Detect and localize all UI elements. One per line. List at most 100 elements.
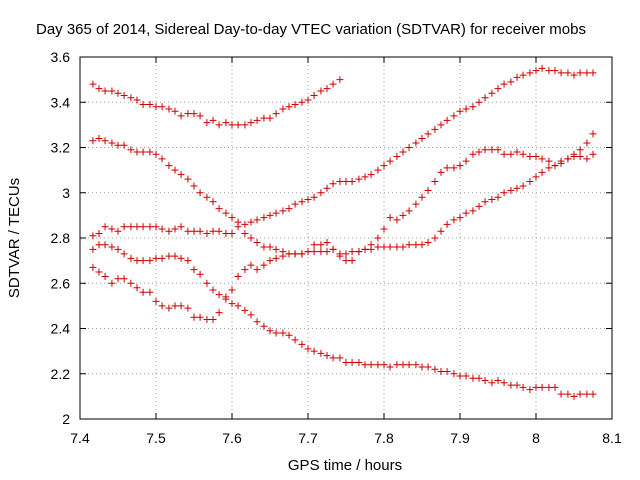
x-tick-label: 7.8 [374, 430, 394, 446]
data-point [386, 363, 394, 371]
data-point [158, 302, 166, 310]
data-point [355, 248, 363, 256]
data-point [101, 87, 109, 95]
data-point [133, 223, 141, 231]
data-point [171, 302, 179, 310]
data-point [253, 239, 261, 247]
data-point [355, 358, 363, 366]
data-point [437, 168, 445, 176]
data-point [317, 248, 325, 256]
data-point [412, 361, 420, 369]
data-point [101, 241, 109, 249]
data-point [139, 148, 147, 156]
data-point [196, 112, 204, 120]
data-point [545, 157, 553, 165]
data-point [462, 157, 470, 165]
data-point [89, 263, 97, 271]
data-point [310, 193, 318, 201]
data-point [418, 241, 426, 249]
data-point [424, 130, 432, 138]
data-point [298, 98, 306, 106]
data-point [266, 257, 274, 265]
data-point [253, 318, 261, 326]
data-point [317, 189, 325, 197]
data-point [304, 248, 312, 256]
data-point [551, 67, 559, 75]
data-point [89, 137, 97, 145]
data-point [228, 300, 236, 308]
data-point [393, 243, 401, 251]
data-point [272, 329, 280, 337]
data-point [462, 209, 470, 217]
data-point [564, 390, 572, 398]
data-point [374, 361, 382, 369]
data-point [589, 150, 597, 158]
data-point [380, 162, 388, 170]
data-point [469, 103, 477, 111]
data-point [120, 141, 128, 149]
data-point [152, 254, 160, 262]
data-point [481, 377, 489, 385]
data-point [399, 148, 407, 156]
data-point [203, 279, 211, 287]
data-point [336, 354, 344, 362]
data-point [260, 114, 268, 122]
data-point [399, 361, 407, 369]
data-point [101, 223, 109, 231]
x-tick-label: 8 [532, 430, 540, 446]
data-point [228, 121, 236, 129]
x-tick-label: 7.6 [222, 430, 242, 446]
data-point [165, 252, 173, 260]
data-point [203, 193, 211, 201]
data-point [209, 116, 217, 124]
data-point [475, 148, 483, 156]
data-point [108, 225, 116, 233]
data-point [152, 103, 160, 111]
y-tick-label: 2.6 [51, 275, 71, 291]
data-point [412, 241, 420, 249]
data-point [342, 257, 350, 265]
data-point [475, 374, 483, 382]
data-point [203, 229, 211, 237]
data-point [317, 87, 325, 95]
data-point [488, 89, 496, 97]
data-point [488, 379, 496, 387]
data-point [475, 202, 483, 210]
y-tick-label: 3 [62, 185, 70, 201]
data-point [272, 110, 280, 118]
data-point [215, 291, 223, 299]
data-point [551, 383, 559, 391]
data-point [215, 309, 223, 317]
data-point [146, 101, 154, 109]
data-point [393, 361, 401, 369]
data-point [222, 229, 230, 237]
data-point [469, 207, 477, 215]
data-point [247, 311, 255, 319]
data-point [190, 227, 198, 235]
data-point [177, 112, 185, 120]
data-point [431, 177, 439, 185]
data-point [374, 166, 382, 174]
data-point [532, 153, 540, 161]
data-point [462, 372, 470, 380]
y-axis-title: SDTVAR / TECUs [6, 178, 23, 298]
data-point [500, 150, 508, 158]
data-point [266, 211, 274, 219]
data-point [196, 227, 204, 235]
data-point [222, 119, 230, 127]
data-point [367, 171, 375, 179]
data-point [424, 363, 432, 371]
data-point [583, 155, 591, 163]
data-point [146, 288, 154, 296]
data-point [405, 361, 413, 369]
data-point [507, 78, 515, 86]
data-point [507, 186, 515, 194]
data-point [95, 241, 103, 249]
data-point [158, 254, 166, 262]
data-point [342, 358, 350, 366]
data-point [190, 182, 198, 190]
data-point [184, 110, 192, 118]
data-point [146, 148, 154, 156]
x-axis-title: GPS time / hours [288, 457, 402, 474]
